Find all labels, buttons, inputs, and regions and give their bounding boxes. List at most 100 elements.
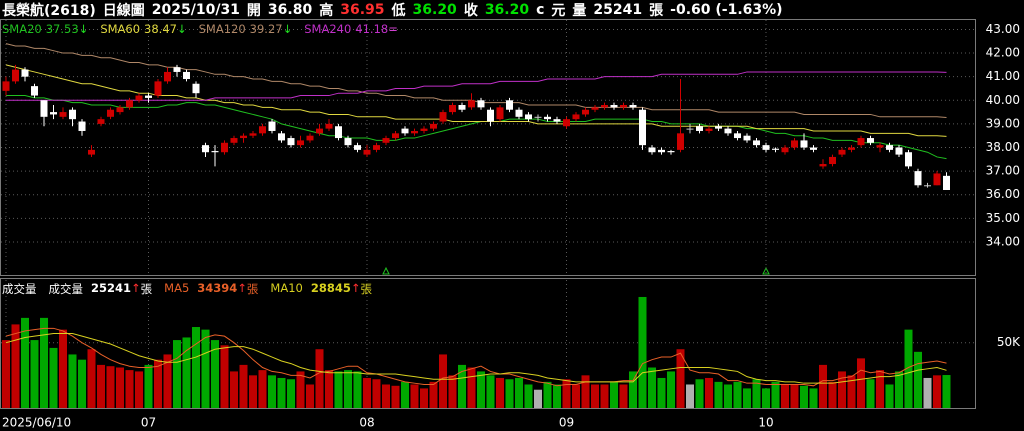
volume-bar — [230, 371, 238, 408]
candle-body — [762, 145, 770, 150]
volume-bar — [923, 377, 932, 408]
candle-body — [192, 83, 200, 94]
volume-bar — [762, 388, 770, 408]
candle-body — [88, 149, 95, 155]
y-tick-label: 38.00 — [986, 140, 1020, 154]
candle-body — [2, 81, 10, 91]
volume-bar — [40, 317, 48, 408]
volume-bar — [667, 371, 675, 408]
volume-bar — [895, 371, 903, 408]
candle-body — [658, 149, 665, 153]
y-tick-label: 40.00 — [986, 93, 1020, 107]
volume-bar — [629, 371, 637, 408]
candle-body — [78, 121, 86, 131]
volume-bar — [372, 379, 381, 408]
volume-bar — [477, 371, 485, 408]
volume-bar — [296, 371, 305, 408]
candle-body — [31, 86, 38, 96]
volume-bar — [705, 377, 713, 408]
candle-body — [59, 112, 67, 117]
candle-body — [943, 175, 950, 190]
candle-body — [268, 121, 276, 131]
legend-value: 25241 — [91, 281, 132, 295]
y-tick-label: 35.00 — [986, 211, 1020, 225]
ma-line — [5, 43, 947, 119]
candle-body — [582, 109, 589, 115]
candle-body — [382, 138, 390, 143]
header-item: 開 — [246, 3, 261, 19]
candle-body — [487, 109, 494, 122]
volume-bar — [258, 370, 267, 408]
volume-bar — [97, 364, 105, 408]
candle-body — [496, 107, 504, 120]
volume-bar — [173, 340, 181, 408]
legend-name: SMA20 — [2, 22, 42, 36]
candle-body — [629, 105, 637, 108]
volume-bar — [800, 385, 808, 408]
volume-bar — [135, 371, 143, 408]
candle-body — [867, 138, 874, 143]
legend-trend: = — [388, 22, 398, 36]
candle-body — [40, 100, 48, 117]
header-item: 量 — [572, 3, 587, 19]
candle-body — [829, 156, 836, 165]
volume-bar — [695, 379, 704, 408]
volume-bar — [249, 375, 257, 408]
candle-body — [173, 67, 181, 72]
legend-value: 41.18 — [355, 22, 389, 36]
volume-bar — [11, 324, 20, 408]
candle-body — [21, 69, 29, 77]
x-tick-label: 10 — [758, 416, 773, 430]
volume-bar — [914, 351, 922, 408]
candle-body — [819, 164, 827, 167]
y-tick-label: 50K — [997, 335, 1021, 349]
candle-body — [97, 119, 105, 124]
y-tick-label: 43.00 — [986, 22, 1020, 36]
candle-body — [734, 133, 741, 139]
candle-body — [335, 126, 342, 139]
y-tick-label: 42.00 — [986, 46, 1020, 60]
volume-bar — [391, 385, 400, 408]
ma-line — [5, 327, 947, 387]
candle-body — [610, 105, 618, 108]
volume-bar — [524, 384, 533, 408]
legend-unit: 張 — [246, 282, 259, 296]
header-item: 36.95 — [340, 2, 385, 18]
candle-body — [306, 135, 314, 141]
volume-bar — [59, 329, 67, 408]
header-item: 收 — [463, 3, 478, 19]
candle-body — [838, 149, 846, 155]
y-tick-label: 41.00 — [986, 69, 1020, 83]
header-item: 高 — [319, 3, 334, 19]
volume-bar — [344, 370, 352, 408]
candle-body — [344, 138, 352, 146]
volume-bar — [182, 337, 191, 408]
candle-body — [905, 152, 912, 167]
candle-body — [724, 128, 732, 134]
candle-body — [876, 145, 884, 148]
legend-name: SMA240 — [304, 22, 352, 36]
candle-body — [924, 185, 931, 187]
header-item: 低 — [391, 3, 406, 19]
candle-body — [183, 71, 190, 80]
legend-trend: ↓ — [78, 22, 89, 36]
volume-bar — [933, 375, 941, 408]
header-item: 2025/10/31 — [151, 2, 240, 18]
candle-body — [553, 119, 561, 122]
x-tick-label: 07 — [141, 416, 156, 430]
legend-name: MA10 — [270, 281, 303, 295]
candle-body — [50, 112, 57, 115]
volume-bar — [467, 367, 476, 408]
header-item: 長榮航(2618) — [2, 3, 96, 19]
volume-bar — [904, 329, 913, 408]
header-item: 36.80 — [267, 2, 313, 18]
ma-line — [6, 95, 947, 160]
candle-body — [534, 116, 542, 118]
candle-body — [686, 128, 694, 130]
candle-body — [781, 147, 789, 153]
candle-body — [620, 105, 627, 108]
candle-body — [601, 105, 608, 108]
candle-body — [800, 140, 808, 148]
volume-bar — [505, 379, 514, 408]
